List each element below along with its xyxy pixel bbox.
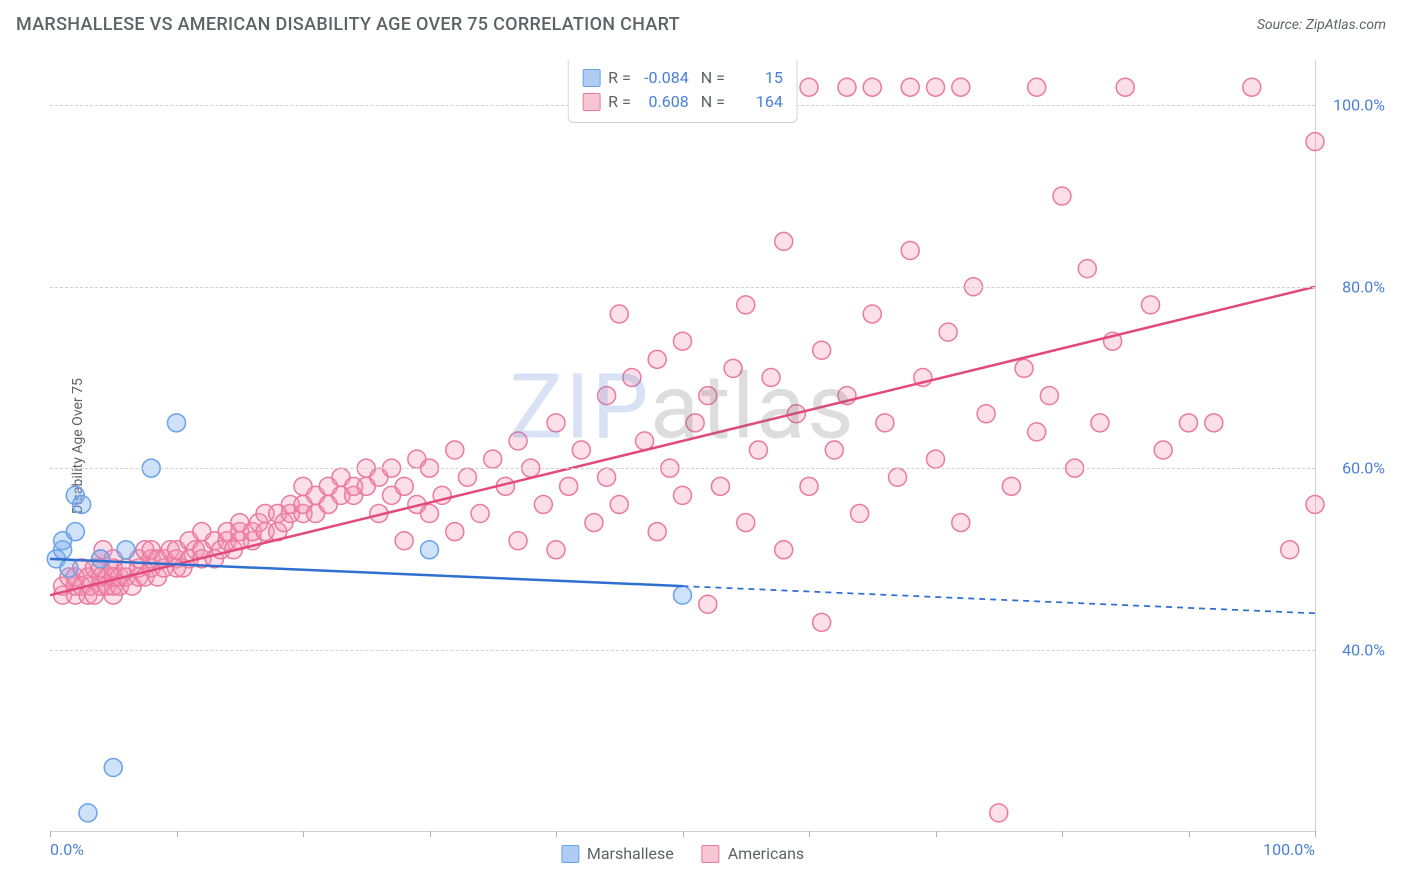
source-attribution: Source: ZipAtlas.com [1257,17,1386,33]
swatch-americans [582,93,600,111]
x-tick-label: 100.0% [1263,840,1315,859]
r-value-marshallese: -0.084 [639,66,689,90]
legend-row-marshallese: R = -0.084 N = 15 [582,66,783,90]
swatch-marshallese [582,69,600,87]
r-label: R = [608,66,631,90]
swatch-americans-icon [702,845,720,863]
stats-legend: R = -0.084 N = 15 R = 0.608 N = 164 [567,60,798,123]
swatch-marshallese-icon [561,845,579,863]
legend-item-marshallese: Marshallese [561,844,674,863]
r-label: R = [608,90,631,114]
y-tick-label: 40.0% [1342,640,1385,659]
legend-label-marshallese: Marshallese [587,844,674,863]
r-value-americans: 0.608 [639,90,689,114]
legend-item-americans: Americans [702,844,804,863]
n-label: N = [697,90,725,114]
n-value-marshallese: 15 [733,66,783,90]
scatter-plot-svg [50,60,1315,831]
y-tick-label: 80.0% [1342,277,1385,296]
series-legend: Marshallese Americans [561,844,804,863]
chart-title: MARSHALLESE VS AMERICAN DISABILITY AGE O… [16,14,680,35]
chart-plot-area: ZIPatlas R = -0.084 N = 15 R = 0.608 N =… [50,60,1316,832]
y-tick-label: 60.0% [1342,459,1385,478]
legend-label-americans: Americans [728,844,804,863]
n-value-americans: 164 [733,90,783,114]
x-tick-label: 0.0% [50,840,84,859]
legend-row-americans: R = 0.608 N = 164 [582,90,783,114]
y-tick-label: 100.0% [1333,96,1385,115]
n-label: N = [697,66,725,90]
